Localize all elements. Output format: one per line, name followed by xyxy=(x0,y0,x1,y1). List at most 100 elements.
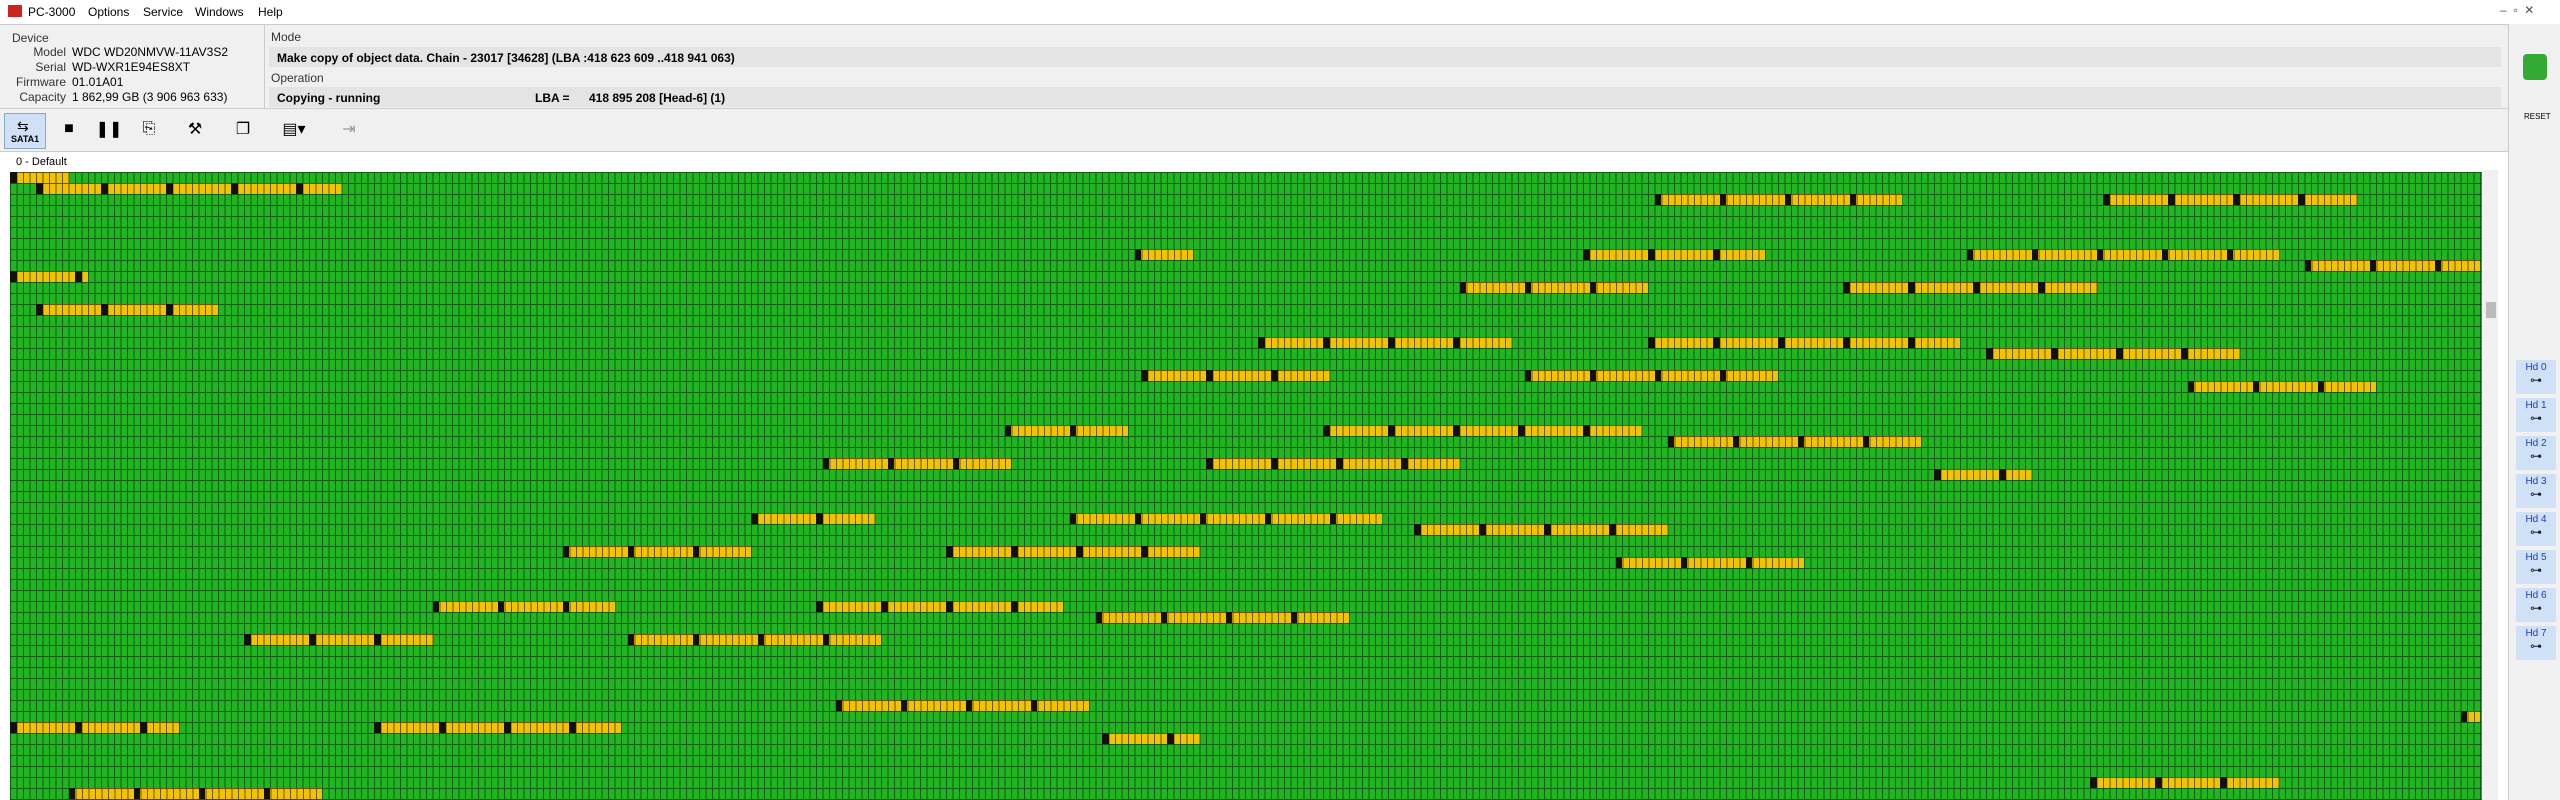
field-value: 01.01A01 xyxy=(72,75,124,89)
marker-block xyxy=(1908,282,1915,293)
info-panel: Device Model WDC WD20NMVW-11AV3S2 Serial WD… xyxy=(0,24,2508,109)
marker-block xyxy=(692,634,699,645)
copied-segment xyxy=(562,546,751,557)
title-bar: PC-3000 Options Service Windows Help – ▫… xyxy=(0,0,2560,24)
head-button[interactable]: Hd 4 ⊶ xyxy=(2516,512,2556,546)
marker-block xyxy=(1862,436,1869,447)
marker-block xyxy=(432,601,439,612)
window-controls[interactable]: – ▫ ✕ xyxy=(2500,3,2535,17)
marker-block xyxy=(166,304,173,315)
head-label: Hd 7 xyxy=(2525,628,2547,639)
head-button[interactable]: Hd 3 ⊶ xyxy=(2516,474,2556,508)
stop-button[interactable]: ■ xyxy=(64,120,74,137)
field-label: Capacity xyxy=(19,90,66,104)
marker-block xyxy=(946,546,953,557)
copied-segment xyxy=(1615,557,1804,568)
marker-block xyxy=(1680,557,1687,568)
heading: Mode xyxy=(271,30,302,44)
head-button[interactable]: Hd 5 ⊶ xyxy=(2516,550,2556,584)
port-icon: ⇆ xyxy=(17,118,29,134)
copied-segment xyxy=(2090,777,2279,788)
marker-block xyxy=(1102,733,1109,744)
marker-block xyxy=(1999,469,2006,480)
head-icon: ⊶ xyxy=(2530,601,2542,615)
marker-block xyxy=(1264,513,1271,524)
marker-block xyxy=(133,788,140,799)
head-button[interactable]: Hd 2 ⊶ xyxy=(2516,436,2556,470)
reset-label[interactable]: RESET xyxy=(2524,112,2551,121)
tools-button[interactable]: ⚒ xyxy=(187,121,203,138)
copied-segment xyxy=(751,513,875,524)
copied-segment xyxy=(946,546,1200,557)
head-button[interactable]: Hd 0 ⊶ xyxy=(2516,360,2556,394)
marker-block xyxy=(1589,370,1596,381)
head-button[interactable]: Hd 6 ⊶ xyxy=(2516,588,2556,622)
map-tab[interactable]: 0 - Default xyxy=(16,156,67,168)
marker-block xyxy=(2434,260,2441,271)
marker-block xyxy=(2298,194,2305,205)
marker-block xyxy=(309,634,316,645)
marker-block xyxy=(1719,194,1726,205)
head-icon: ⊶ xyxy=(2530,411,2542,425)
copied-segment xyxy=(1414,524,1668,535)
menu-app[interactable]: PC-3000 xyxy=(28,5,76,19)
marker-block xyxy=(1667,436,1674,447)
scroll-thumb[interactable] xyxy=(2486,302,2496,318)
pause-button[interactable]: ❚❚ xyxy=(95,121,123,138)
marker-block xyxy=(751,513,758,524)
copied-segment xyxy=(1667,436,1921,447)
marker-block xyxy=(2187,381,2194,392)
marker-block xyxy=(627,634,634,645)
export-button[interactable]: ⎘ xyxy=(142,120,156,137)
copied-segment xyxy=(10,722,179,733)
menu-item[interactable]: Help xyxy=(258,5,283,19)
marker-block xyxy=(10,172,17,183)
marker-block xyxy=(2181,348,2188,359)
copied-segment xyxy=(1141,370,1330,381)
marker-block xyxy=(1654,370,1661,381)
marker-block xyxy=(1908,337,1915,348)
head-button[interactable]: Hd 7 ⊶ xyxy=(2516,626,2556,660)
marker-block xyxy=(1011,601,1018,612)
menu-item[interactable]: Windows xyxy=(195,5,244,19)
marker-block xyxy=(816,513,823,524)
marker-block xyxy=(1401,458,1408,469)
menu-item[interactable]: Service xyxy=(143,5,184,19)
marker-block xyxy=(1453,425,1460,436)
copied-segment xyxy=(1004,425,1128,436)
mode-panel: Mode Make copy of object data. Chain - 2… xyxy=(264,25,2509,109)
marker-block xyxy=(1141,546,1148,557)
port-button[interactable]: SATA1 ⇆ xyxy=(4,113,46,149)
marker-block xyxy=(1336,458,1343,469)
map-button[interactable]: ▤▾ xyxy=(282,121,306,138)
marker-block xyxy=(1271,458,1278,469)
marker-block xyxy=(2038,282,2045,293)
head-button[interactable]: Hd 1 ⊶ xyxy=(2516,398,2556,432)
marker-block xyxy=(627,546,634,557)
marker-block xyxy=(1141,370,1148,381)
head-label: Hd 5 xyxy=(2525,552,2547,563)
marker-block xyxy=(1713,337,1720,348)
marker-block xyxy=(1524,370,1531,381)
copied-segment xyxy=(627,634,881,645)
copied-segment xyxy=(1966,249,2279,260)
exit-button[interactable]: ⇥ xyxy=(342,121,356,138)
marker-block xyxy=(1225,612,1232,623)
marker-block xyxy=(1648,249,1655,260)
menu-item[interactable]: Options xyxy=(88,5,130,19)
scrollbar[interactable] xyxy=(2484,170,2498,800)
copied-segment xyxy=(1524,370,1778,381)
head-label: Hd 4 xyxy=(2525,514,2547,525)
lba-label: LBA = xyxy=(535,91,570,105)
marker-block xyxy=(1589,282,1596,293)
marker-block xyxy=(166,183,173,194)
head-label: Hd 0 xyxy=(2525,362,2547,373)
marker-block xyxy=(1518,425,1525,436)
port-label: SATA1 xyxy=(11,134,40,144)
marker-block xyxy=(10,722,17,733)
marker-block xyxy=(263,788,270,799)
copied-segment xyxy=(1134,249,1193,260)
windows-button[interactable]: ❐ xyxy=(235,121,251,138)
db-icon[interactable] xyxy=(2523,54,2547,80)
marker-block xyxy=(2103,194,2110,205)
